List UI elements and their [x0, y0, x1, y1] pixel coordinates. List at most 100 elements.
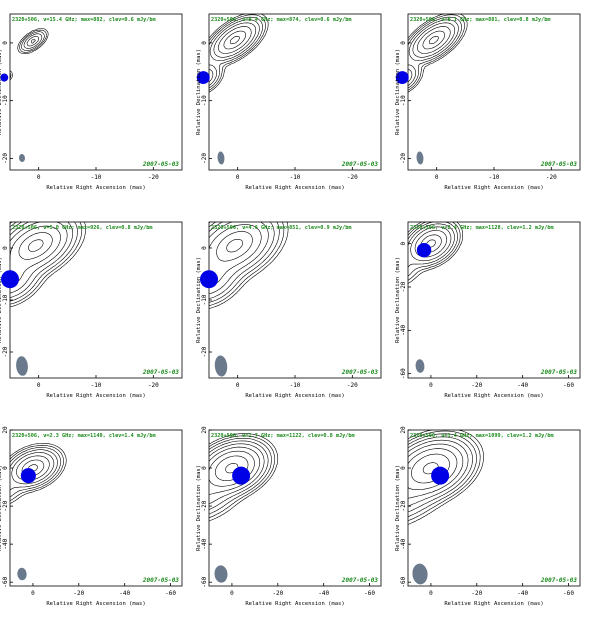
x-tick-label: 0	[37, 382, 41, 389]
y-axis-label: Relative Declination (mas)	[395, 49, 401, 135]
contour-level-5	[26, 36, 40, 47]
contour-level-2	[407, 430, 481, 522]
contour-level-3	[407, 433, 477, 518]
x-tick-label: 0	[230, 590, 234, 597]
x-tick-label: -20	[148, 382, 159, 389]
x-tick-label: -40	[517, 382, 528, 389]
contour-panel-5: 0 -10 -20 0 -10 -20 2320+506, ν=4.6 GHz; max=8…	[196, 221, 382, 399]
panel-date: 2007-05-03	[142, 577, 180, 584]
x-tick-label: -60	[563, 590, 574, 597]
contour-level-6	[208, 224, 262, 288]
plot-frame	[9, 221, 183, 379]
y-tick-label: 0	[2, 41, 9, 45]
plot-frame	[208, 221, 382, 379]
y-axis-label: Relative Declination (mas)	[196, 49, 202, 135]
beam-ellipse	[17, 567, 27, 581]
component-marker	[200, 270, 218, 289]
panel-title: 2320+506, ν=8.4 GHz; max=874, clev=0.6 m…	[211, 17, 352, 23]
y-tick-label: -10	[400, 95, 407, 106]
contour-level-3	[407, 16, 462, 89]
y-tick-label: -20	[2, 500, 9, 511]
contour-level-6	[9, 225, 61, 287]
x-tick-label: -40	[119, 590, 130, 597]
plot-frame	[208, 13, 382, 171]
component-marker	[395, 71, 409, 84]
contour-level-6	[414, 230, 447, 258]
contour-level-1	[407, 221, 463, 284]
panel-title: 2320+506, ν=1.4 GHz; max=1099, clev=1.2 …	[410, 433, 554, 439]
panel-title: 2320+506, ν=15.4 GHz; max=882, clev=0.6 …	[12, 17, 156, 23]
contour-level-4	[407, 223, 455, 268]
contour-level-4	[208, 19, 260, 86]
x-axis-label: Relative Right Ascension (mas)	[444, 601, 543, 607]
y-tick-label: -20	[2, 346, 9, 357]
x-axis-label: Relative Right Ascension (mas)	[245, 601, 344, 607]
contour-level-6	[218, 26, 252, 54]
x-axis-label: Relative Right Ascension (mas)	[444, 185, 543, 191]
contour-level-3	[208, 16, 263, 89]
y-tick-label: -60	[2, 576, 9, 587]
y-tick-label: -20	[400, 281, 407, 292]
component-marker	[1, 270, 19, 289]
panel-date: 2007-05-03	[142, 161, 180, 168]
x-tick-label: -20	[546, 174, 557, 181]
panel-title: 2320+506, ν=2.4 GHz; max=1128, clev=1.2 …	[410, 225, 554, 231]
y-tick-label: -20	[2, 153, 9, 164]
x-tick-label: -60	[364, 590, 375, 597]
contour-level-4	[208, 221, 275, 299]
contour-level-1	[208, 221, 289, 309]
x-tick-label: -20	[148, 174, 159, 181]
plot-frame	[9, 429, 183, 587]
x-tick-label: -10	[290, 174, 301, 181]
x-axis-label: Relative Right Ascension (mas)	[46, 185, 145, 191]
contour-level-2	[208, 435, 276, 519]
y-tick-label: -60	[400, 576, 407, 587]
panel-date: 2007-05-03	[341, 577, 379, 584]
panel-title: 2320+506, ν=8.1 GHz; max=881, clev=0.8 m…	[410, 17, 551, 23]
x-tick-label: 0	[429, 382, 433, 389]
contour-level-5	[208, 221, 269, 295]
y-tick-label: -20	[201, 153, 208, 164]
contour-level-8	[27, 239, 44, 252]
x-tick-label: -10	[489, 174, 500, 181]
y-tick-label: -10	[2, 95, 9, 106]
y-axis-label: Relative Declination (mas)	[0, 465, 3, 551]
beam-ellipse	[415, 359, 425, 373]
component-marker	[20, 468, 36, 484]
contour-level-7	[407, 448, 458, 490]
panel-title: 2320+506, ν=5.0 GHz; max=926, clev=0.8 m…	[12, 225, 153, 231]
contour-level-4	[9, 449, 58, 491]
contour-level-6	[417, 26, 451, 54]
y-axis-label: Relative Declination (mas)	[0, 257, 3, 343]
contour-level-7	[216, 231, 253, 262]
panel-date: 2007-05-03	[341, 369, 379, 376]
contour-panel-7: 0 -20 -40 -60 20 0 -20 -40 -60 2320+506, ν=2.3 GH…	[0, 426, 183, 607]
beam-ellipse	[214, 565, 228, 583]
contour-level-2	[407, 221, 461, 281]
component-marker	[431, 466, 450, 485]
x-tick-label: -60	[563, 382, 574, 389]
contour-level-5	[407, 439, 469, 507]
contour-level-8	[229, 36, 240, 45]
y-tick-label: 20	[201, 426, 208, 434]
contour-level-1	[208, 433, 279, 522]
y-axis-label: Relative Declination (mas)	[196, 465, 202, 551]
panel-title: 2320+506, ν=2.3 GHz; max=1140, clev=1.4 …	[12, 433, 156, 439]
y-tick-label: 0	[400, 241, 407, 245]
contour-level-4	[208, 440, 269, 510]
x-tick-label: -40	[517, 590, 528, 597]
contour-level-5	[410, 226, 452, 262]
contour-level-2	[9, 445, 64, 501]
y-tick-label: 0	[201, 466, 208, 470]
panel-date: 2007-05-03	[540, 161, 578, 168]
y-axis-label: Relative Declination (mas)	[0, 49, 3, 135]
panel-date: 2007-05-03	[540, 577, 578, 584]
contour-level-1	[9, 28, 49, 81]
x-tick-label: -20	[347, 382, 358, 389]
y-tick-label: 0	[2, 466, 9, 470]
y-tick-label: 0	[201, 246, 208, 250]
contour-level-3	[21, 31, 45, 51]
y-tick-label: -40	[400, 325, 407, 336]
x-tick-label: -60	[165, 590, 176, 597]
